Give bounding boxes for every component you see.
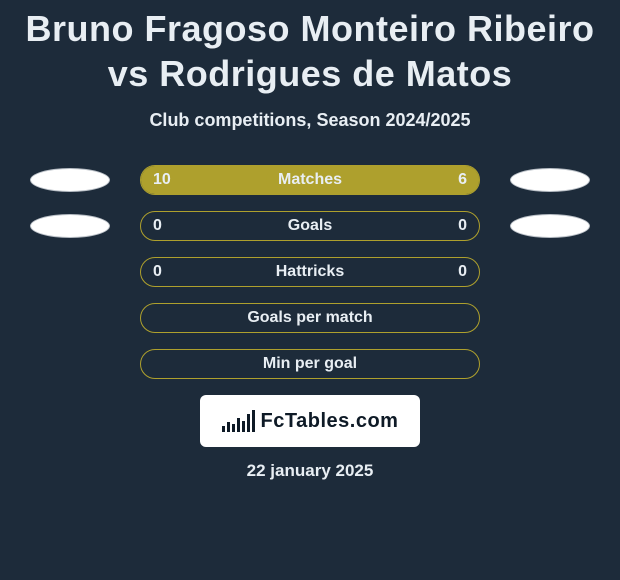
player-badge-right <box>510 168 590 192</box>
stat-row: Min per goal <box>20 349 600 379</box>
player-badge-left <box>30 168 110 192</box>
stat-row: 00Goals <box>20 211 600 241</box>
comparison-infographic: Bruno Fragoso Monteiro Ribeiro vs Rodrig… <box>0 0 620 580</box>
stat-label: Matches <box>140 165 480 195</box>
stat-row: 106Matches <box>20 165 600 195</box>
page-subtitle: Club competitions, Season 2024/2025 <box>0 110 620 131</box>
player-badge-left <box>30 214 110 238</box>
stat-label: Goals per match <box>140 303 480 333</box>
stat-label: Goals <box>140 211 480 241</box>
stats-block: 106Matches 00Goals 00Hattricks Goals per ma… <box>20 165 600 379</box>
fctables-logo-bars <box>222 410 255 432</box>
stat-row: 00Hattricks <box>20 257 600 287</box>
page-title: Bruno Fragoso Monteiro Ribeiro vs Rodrig… <box>0 0 620 96</box>
page-date: 22 january 2025 <box>0 461 620 481</box>
stat-label: Min per goal <box>140 349 480 379</box>
stat-label: Hattricks <box>140 257 480 287</box>
fctables-logo-text: FcTables.com <box>261 410 399 433</box>
player-badge-right <box>510 214 590 238</box>
fctables-logo: FcTables.com <box>200 395 420 447</box>
stat-row: Goals per match <box>20 303 600 333</box>
